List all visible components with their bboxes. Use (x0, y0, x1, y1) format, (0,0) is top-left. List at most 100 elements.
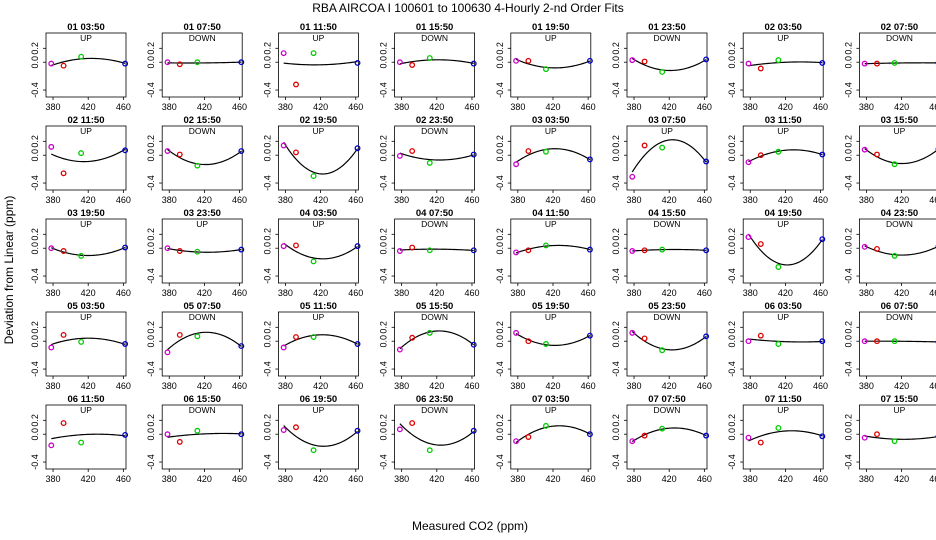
data-point (354, 341, 361, 347)
data-point (470, 60, 477, 67)
data-point (775, 148, 782, 155)
y-tick-label: 0.2 (843, 42, 853, 55)
data-point (164, 431, 171, 438)
y-tick-label: -0.4 (379, 82, 389, 98)
x-tick-label: 420 (894, 288, 909, 298)
fit-curve (631, 427, 707, 443)
panel-title: 07 07:50 (648, 394, 686, 405)
fit-curve (748, 61, 823, 67)
panel-direction: UP (661, 126, 673, 136)
data-point (48, 143, 55, 150)
panel-frame (742, 218, 824, 284)
panel-direction: DOWN (189, 33, 216, 43)
y-tick-label: -0.4 (727, 82, 737, 98)
x-tick-label: 460 (813, 474, 828, 484)
panel-direction: UP (80, 312, 92, 322)
x-tick-label: 420 (662, 102, 677, 112)
x-tick-label: 380 (743, 288, 758, 298)
x-tick-label: 460 (581, 195, 596, 205)
y-tick-label: -0.4 (611, 454, 621, 470)
data-point (757, 241, 764, 247)
x-tick-label: 460 (348, 288, 363, 298)
data-point (874, 245, 880, 252)
panel-direction: UP (777, 33, 789, 43)
data-point (293, 424, 299, 431)
y-tick-label: 0.2 (495, 414, 505, 427)
x-tick-label: 380 (743, 102, 758, 112)
fit-curve (515, 58, 591, 69)
data-point (176, 438, 183, 445)
fit-curve (748, 430, 823, 442)
panel-direction: UP (312, 405, 324, 415)
panel-direction: DOWN (886, 219, 913, 229)
data-point (354, 145, 361, 152)
x-tick-label: 420 (429, 474, 444, 484)
panel-direction: UP (312, 126, 324, 136)
x-tick-label: 420 (778, 195, 793, 205)
panel-direction: UP (80, 33, 92, 43)
x-tick-label: 420 (313, 288, 328, 298)
y-tick-label: -0.4 (611, 82, 621, 98)
x-tick-label: 460 (697, 288, 712, 298)
x-tick-label: 380 (510, 102, 525, 112)
data-point (470, 341, 477, 348)
x-tick-label: 460 (464, 102, 479, 112)
data-point (122, 147, 129, 154)
panel-title: 05 19:50 (532, 301, 570, 312)
y-tick-label: 0.2 (843, 135, 853, 148)
panel-direction: UP (312, 312, 324, 322)
y-tick-label: -0.4 (262, 82, 272, 98)
panel-title: 03 03:50 (532, 115, 570, 126)
fit-curve (515, 425, 591, 443)
x-tick-label: 420 (778, 288, 793, 298)
data-point (775, 57, 782, 64)
panel-title: 02 15:50 (183, 115, 221, 126)
y-tick-label: 0.0 (379, 335, 389, 348)
y-tick-label: 0.2 (843, 228, 853, 241)
panel-direction: DOWN (189, 312, 216, 322)
data-point (426, 329, 433, 336)
panel-direction: UP (777, 219, 789, 229)
panel-title: 06 03:50 (764, 301, 802, 312)
data-point (426, 447, 433, 454)
data-point (310, 447, 317, 454)
x-tick-label: 460 (116, 195, 131, 205)
x-tick-label: 420 (545, 474, 560, 484)
panel-direction: UP (80, 219, 92, 229)
x-tick-label: 460 (464, 474, 479, 484)
x-tick-label: 380 (627, 381, 642, 391)
data-point (525, 434, 532, 440)
x-tick-label: 380 (394, 474, 409, 484)
data-point (194, 427, 201, 434)
panel-title: 05 07:50 (183, 301, 221, 312)
y-tick-label: 0.2 (727, 414, 737, 427)
panel-frame (394, 125, 476, 191)
panel-title: 04 07:50 (416, 208, 454, 219)
data-point (703, 432, 710, 439)
y-tick-label: 0.0 (379, 149, 389, 162)
data-point (641, 58, 648, 65)
y-tick-label: 0.0 (611, 56, 621, 69)
y-tick-label: 0.0 (843, 149, 853, 162)
panel-title: 01 11:50 (300, 22, 337, 33)
x-tick-label: 460 (581, 288, 596, 298)
y-tick-label: -0.4 (30, 82, 40, 98)
data-point (396, 346, 403, 353)
data-point (310, 173, 317, 180)
y-tick-label: 0.2 (30, 42, 40, 55)
data-point (164, 245, 171, 252)
fit-curve (399, 330, 475, 350)
data-point (525, 338, 532, 345)
x-tick-label: 420 (81, 102, 96, 112)
data-point (775, 425, 782, 431)
fit-curve (167, 61, 242, 64)
data-point (238, 148, 245, 154)
data-point (874, 151, 880, 158)
data-point (238, 246, 245, 253)
